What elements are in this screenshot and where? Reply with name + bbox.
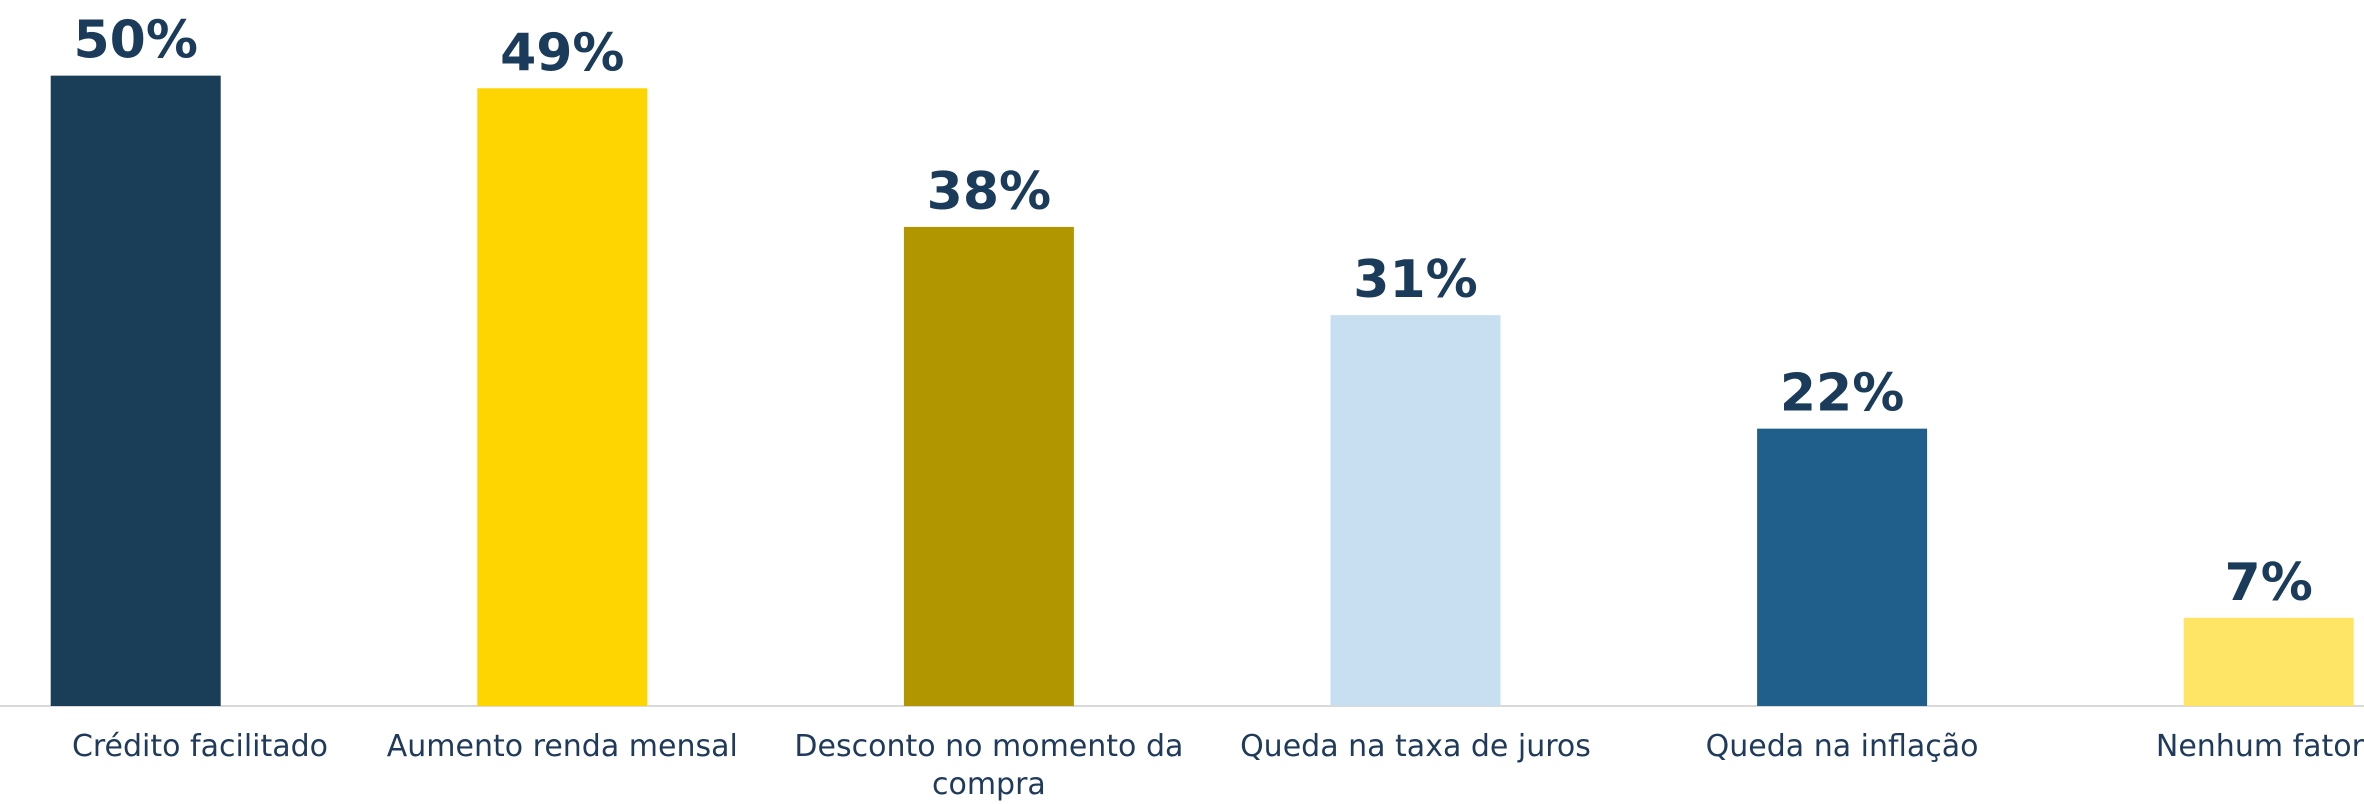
bar: [50, 75, 221, 706]
category-label: Queda na inflação: [1705, 729, 1979, 764]
bar: [2183, 617, 2354, 706]
value-label: 22%: [1780, 364, 1904, 424]
bar: [477, 88, 648, 706]
bar: [903, 226, 1074, 706]
value-label: 31%: [1353, 250, 1477, 310]
value-label: 49%: [500, 23, 624, 83]
category-label: Crédito facilitado: [71, 729, 329, 764]
value-label: 50%: [73, 11, 197, 71]
bar: [1757, 428, 1928, 706]
category-label: Queda na taxa de juros: [1240, 729, 1591, 764]
category-label: Aumento renda mensal: [386, 729, 738, 764]
category-label: Nenhum fator: [2155, 729, 2364, 764]
category-label: Desconto no momento da compra: [794, 729, 1184, 802]
value-label: 38%: [927, 162, 1051, 222]
value-label: 7%: [2225, 553, 2313, 613]
bar: [1330, 315, 1501, 706]
